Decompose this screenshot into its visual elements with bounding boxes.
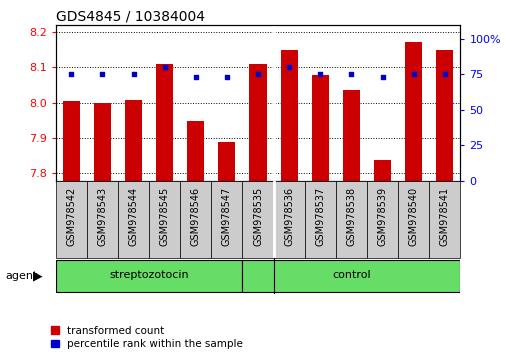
FancyBboxPatch shape bbox=[56, 181, 87, 258]
Point bbox=[98, 72, 106, 77]
Text: GSM978542: GSM978542 bbox=[66, 187, 76, 246]
Text: agent: agent bbox=[5, 271, 37, 281]
Text: GSM978545: GSM978545 bbox=[160, 187, 169, 246]
Bar bbox=[435, 50, 452, 181]
Point bbox=[67, 72, 75, 77]
Bar bbox=[311, 75, 328, 181]
Point bbox=[191, 74, 199, 80]
Text: GSM978537: GSM978537 bbox=[315, 187, 325, 246]
FancyBboxPatch shape bbox=[149, 181, 180, 258]
Text: GSM978539: GSM978539 bbox=[377, 187, 387, 246]
Text: GSM978544: GSM978544 bbox=[128, 187, 138, 246]
FancyBboxPatch shape bbox=[428, 181, 460, 258]
Bar bbox=[156, 64, 173, 181]
Text: GSM978540: GSM978540 bbox=[408, 187, 418, 246]
FancyBboxPatch shape bbox=[242, 181, 273, 258]
Text: ▶: ▶ bbox=[33, 270, 43, 282]
Text: GDS4845 / 10384004: GDS4845 / 10384004 bbox=[56, 10, 204, 24]
FancyBboxPatch shape bbox=[335, 181, 366, 258]
Text: GSM978541: GSM978541 bbox=[439, 187, 449, 246]
FancyBboxPatch shape bbox=[397, 181, 428, 258]
Point bbox=[160, 64, 168, 70]
FancyBboxPatch shape bbox=[87, 181, 118, 258]
FancyBboxPatch shape bbox=[242, 260, 460, 292]
Bar bbox=[405, 42, 422, 181]
FancyBboxPatch shape bbox=[366, 181, 397, 258]
Bar bbox=[280, 50, 297, 181]
Point bbox=[316, 72, 324, 77]
Point bbox=[129, 72, 137, 77]
Text: GSM978535: GSM978535 bbox=[252, 187, 263, 246]
Text: GSM978536: GSM978536 bbox=[284, 187, 293, 246]
Point bbox=[222, 74, 230, 80]
FancyBboxPatch shape bbox=[273, 181, 304, 258]
Bar bbox=[125, 100, 142, 181]
FancyBboxPatch shape bbox=[118, 181, 149, 258]
FancyBboxPatch shape bbox=[211, 181, 242, 258]
Bar bbox=[249, 64, 266, 181]
Legend: transformed count, percentile rank within the sample: transformed count, percentile rank withi… bbox=[50, 326, 243, 349]
Text: GSM978538: GSM978538 bbox=[346, 187, 356, 246]
Bar bbox=[187, 121, 204, 181]
Bar bbox=[93, 103, 111, 181]
Point bbox=[254, 72, 262, 77]
Point bbox=[347, 72, 355, 77]
Point bbox=[285, 64, 293, 70]
Point bbox=[409, 72, 417, 77]
Text: GSM978546: GSM978546 bbox=[190, 187, 200, 246]
Text: control: control bbox=[331, 270, 370, 280]
Text: streptozotocin: streptozotocin bbox=[109, 270, 188, 280]
FancyBboxPatch shape bbox=[180, 181, 211, 258]
Point bbox=[440, 72, 448, 77]
Bar bbox=[342, 90, 360, 181]
Text: GSM978547: GSM978547 bbox=[222, 187, 231, 246]
FancyBboxPatch shape bbox=[304, 181, 335, 258]
Bar bbox=[218, 142, 235, 181]
FancyBboxPatch shape bbox=[56, 260, 242, 292]
Text: GSM978543: GSM978543 bbox=[97, 187, 107, 246]
Bar bbox=[373, 160, 390, 181]
Bar bbox=[63, 101, 80, 181]
Point bbox=[378, 74, 386, 80]
